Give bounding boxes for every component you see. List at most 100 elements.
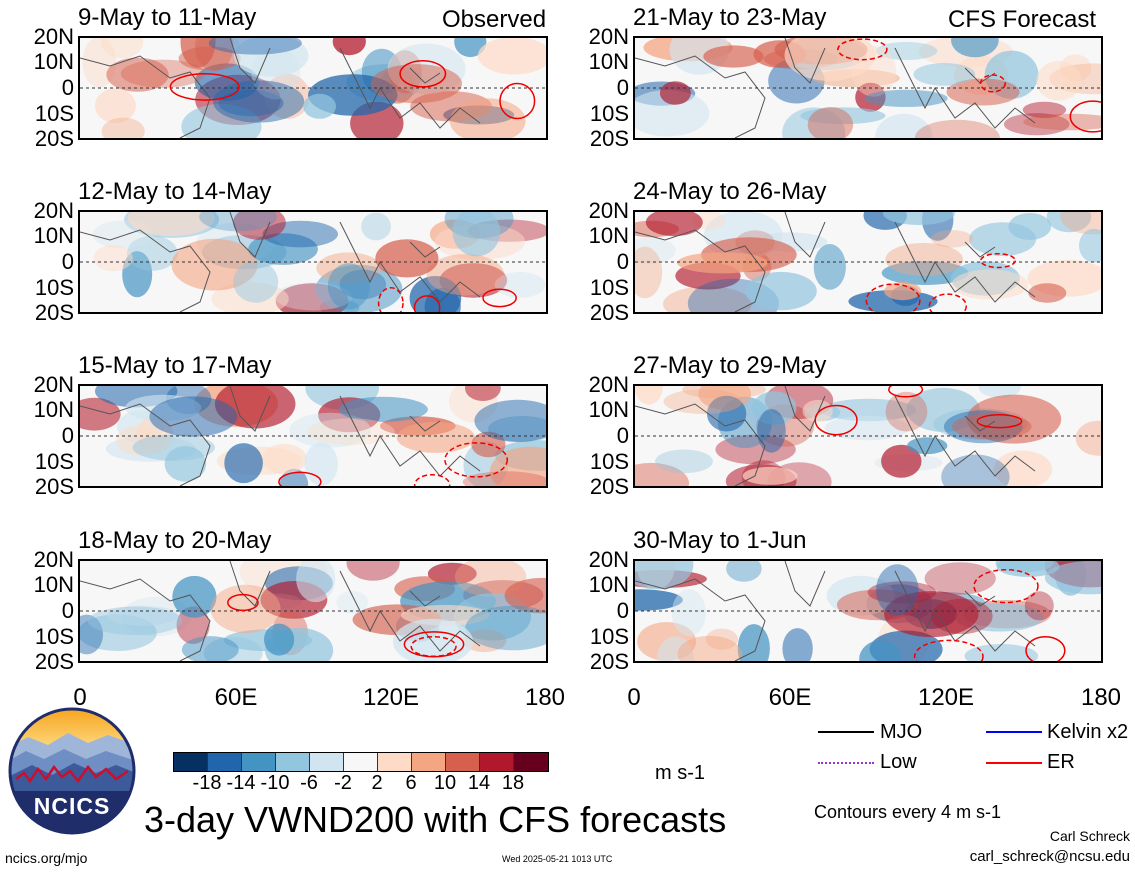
anomaly-blob <box>864 89 948 107</box>
anomaly-blob <box>426 254 505 296</box>
panel-field <box>635 212 1101 312</box>
colorbar-tick-label: -18 <box>192 772 222 794</box>
anomaly-blob <box>1022 101 1067 118</box>
anomaly-blob <box>1023 113 1101 131</box>
colorbar-tick-label: -14 <box>226 772 256 794</box>
anomaly-blob <box>94 88 136 124</box>
anomaly-blob <box>914 119 1000 138</box>
panel-title-fc-1: 21-May to 23-May <box>633 4 827 31</box>
er-contour <box>169 72 240 101</box>
observed-label: Observed <box>442 6 547 33</box>
anomaly-blob <box>656 636 695 661</box>
y-tick-label: 20S <box>589 649 629 674</box>
panel-title-obs-1: 9-May to 11-May <box>78 4 257 31</box>
anomaly-blob <box>127 212 215 236</box>
anomaly-blob <box>820 398 917 422</box>
map-panel-fc-2 <box>633 210 1103 314</box>
y-tick-label: 20S <box>34 474 74 499</box>
panel-field <box>635 38 1101 138</box>
anomaly-blob <box>264 623 295 656</box>
anomaly-blob <box>370 64 462 104</box>
map-panel-obs-1 <box>78 36 548 140</box>
y-tick-label: 20N <box>33 24 74 49</box>
anomaly-blob <box>930 230 974 248</box>
er-contour <box>837 38 888 61</box>
y-tick-label: 10N <box>588 572 629 597</box>
y-tick-label: 0 <box>61 598 74 623</box>
anomaly-blob <box>946 78 1020 106</box>
panel-field <box>80 561 546 661</box>
colorbar-tick-label: 2 <box>371 772 383 794</box>
y-tick-label: 20S <box>589 126 629 151</box>
er-contour <box>410 635 457 658</box>
anomaly-blob <box>233 212 286 240</box>
panel-title-obs-4: 18-May to 20-May <box>78 527 272 554</box>
anomaly-blob <box>663 286 752 312</box>
anomaly-blob <box>393 618 474 661</box>
anomaly-blob <box>802 399 833 423</box>
y-tick-label: 10S <box>589 449 629 474</box>
coastline <box>635 561 1036 661</box>
anomaly-blob <box>307 418 395 446</box>
panel-field <box>635 386 1101 486</box>
anomaly-blob <box>132 434 215 461</box>
er-contour <box>1025 635 1066 661</box>
er-contour <box>979 74 1006 93</box>
anomaly-blob <box>885 242 963 277</box>
anomaly-blob <box>101 38 144 59</box>
legend-line-mjo <box>818 731 874 733</box>
anomaly-blob <box>465 605 546 651</box>
anomaly-blob <box>645 212 703 237</box>
panel-title-fc-4: 30-May to 1-Jun <box>633 527 807 554</box>
map-panel-obs-4 <box>78 559 548 663</box>
anomaly-blob <box>315 264 403 312</box>
anomaly-blob <box>635 386 663 405</box>
y-tick-label: 20S <box>34 126 74 151</box>
anomaly-blob <box>655 449 713 474</box>
anomaly-blob <box>726 561 762 582</box>
anomaly-blob <box>671 589 706 636</box>
y-tick-label: 0 <box>61 423 74 448</box>
colorbar-swatch <box>242 753 276 771</box>
coastline <box>80 38 481 138</box>
y-tick-label: 10S <box>34 275 74 300</box>
anomaly-blob <box>884 591 979 638</box>
anomaly-blob <box>913 63 976 86</box>
anomaly-blob <box>993 450 1053 486</box>
colorbar-swatch <box>514 753 548 771</box>
anomaly-blob <box>951 38 999 58</box>
anomaly-blob <box>1075 420 1101 456</box>
anomaly-blob <box>885 391 928 432</box>
anomaly-blob <box>742 466 798 485</box>
er-contour <box>399 59 447 88</box>
anomaly-blob <box>462 471 546 486</box>
colorbar-swatch <box>480 753 514 771</box>
anomaly-blob <box>1044 561 1101 595</box>
er-contour <box>928 293 968 312</box>
anomaly-blob <box>800 107 886 125</box>
coastline <box>635 212 1036 312</box>
anomaly-blob <box>454 38 487 58</box>
coastline <box>635 386 1036 486</box>
anomaly-blob <box>233 261 279 303</box>
colorbar-swatch <box>446 753 480 771</box>
colorbar-swatch <box>378 753 412 771</box>
colorbar-swatch <box>344 753 378 771</box>
legend-line-low <box>818 762 874 764</box>
y-tick-label: 20N <box>588 198 629 223</box>
anomaly-blob <box>234 38 309 77</box>
map-panel-fc-4 <box>633 559 1103 663</box>
site-link[interactable]: ncics.org/mjo <box>5 850 88 866</box>
y-tick-label: 0 <box>61 249 74 274</box>
x-tick-label: 120E <box>362 684 420 711</box>
anomaly-blob <box>172 575 217 618</box>
y-tick-label: 20N <box>588 372 629 397</box>
map-panel-fc-1 <box>633 36 1103 140</box>
anomaly-blob <box>462 629 507 653</box>
anomaly-blob <box>1028 283 1067 303</box>
anomaly-blob <box>969 222 1037 256</box>
anomaly-blob <box>87 606 183 636</box>
legend-label-kelvin: Kelvin x2 <box>1047 721 1129 743</box>
anomaly-blob <box>274 282 353 311</box>
y-tick-label: 0 <box>616 423 629 448</box>
